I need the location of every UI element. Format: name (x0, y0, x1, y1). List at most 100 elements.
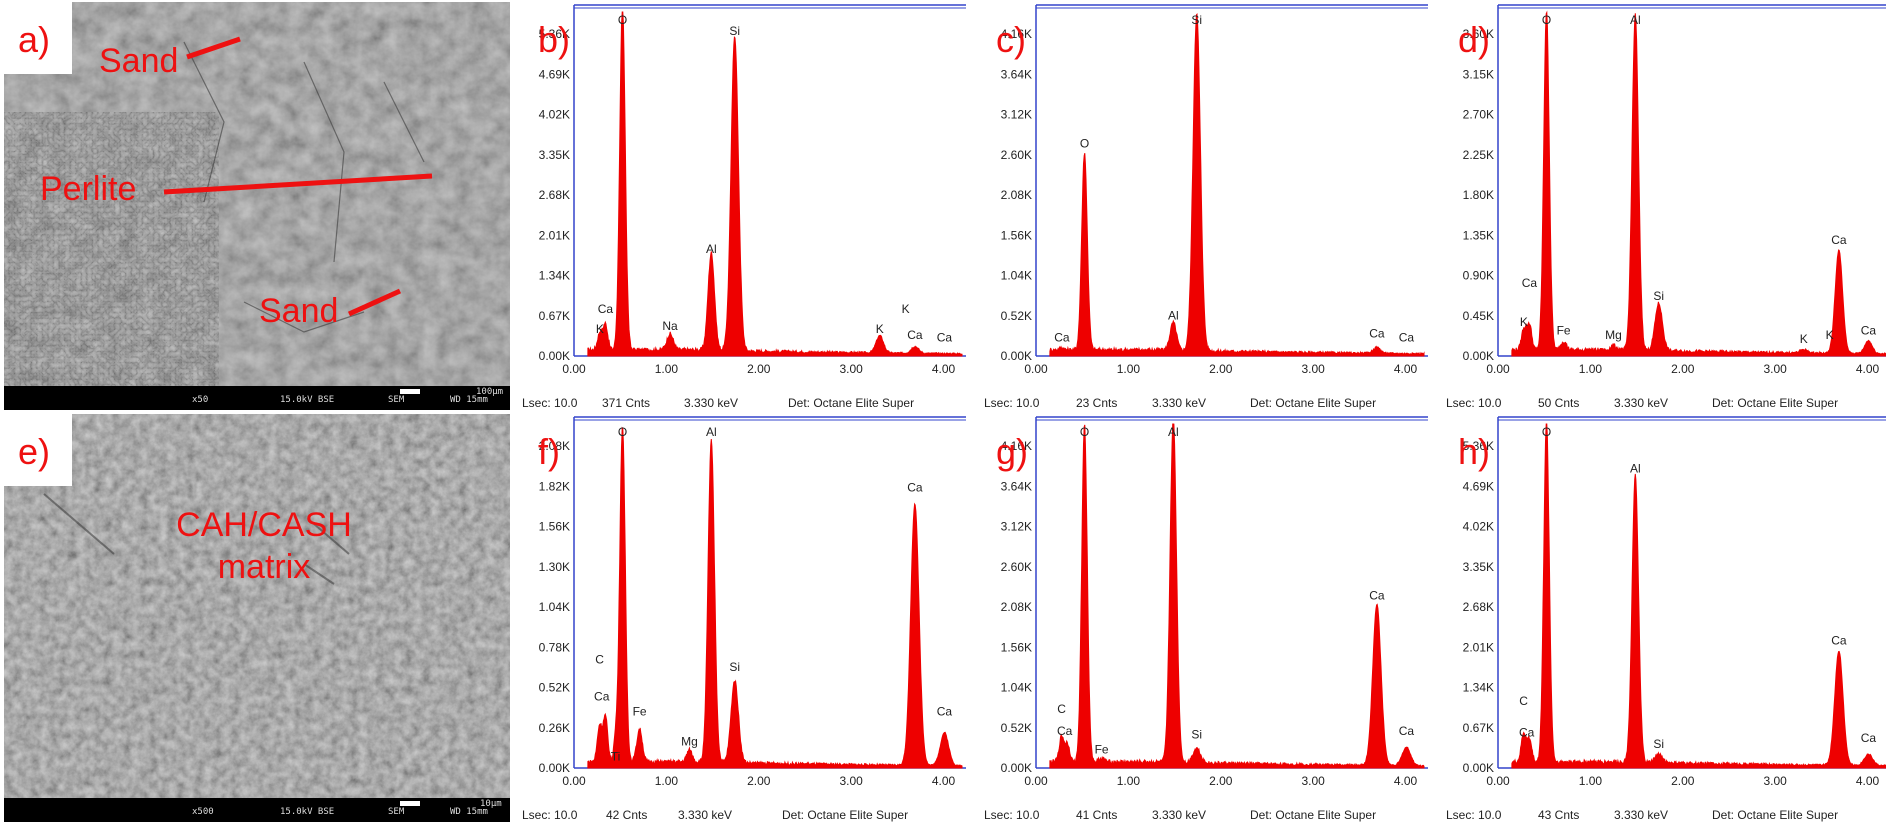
peak-label: O (618, 425, 627, 439)
y-tick-label: 0.00K (1463, 349, 1494, 363)
x-tick-label: 0.00 (1486, 362, 1510, 376)
peak-label: K (1520, 315, 1528, 329)
sem-image-a: a) Sand Perlite Sand x50 15.0kV BSE SEM … (4, 2, 510, 410)
x-tick-label: 4.00 (1394, 362, 1418, 376)
x-tick-label: 2.00 (747, 774, 771, 788)
y-tick-label: 2.68K (539, 188, 570, 202)
peak-label: Si (729, 660, 740, 674)
spectrum-footer-h: Lsec: 10.0 43 Cnts 3.330 keV Det: Octane… (1446, 806, 1886, 824)
peak-label: Si (1191, 728, 1202, 742)
sem-voltage: 15.0kV BSE (280, 395, 335, 405)
x-tick-label: 2.00 (1209, 362, 1233, 376)
sem-texture-a (4, 2, 510, 410)
peak-label: Fe (1095, 742, 1109, 756)
peak-label: C (1519, 694, 1528, 708)
spectrum-footer-b: Lsec: 10.0 371 Cnts 3.330 keV Det: Octan… (522, 394, 968, 412)
annotation-sand-2: Sand (259, 292, 339, 330)
peak-label: Ca (937, 331, 953, 345)
panel-label-c: c) (996, 19, 1026, 60)
y-tick-label: 2.08K (539, 439, 570, 453)
x-tick-label: 3.00 (839, 362, 863, 376)
sem-magnification: x500 (192, 807, 214, 817)
peak-label: Si (1653, 737, 1664, 751)
y-tick-label: 0.45K (1463, 309, 1494, 323)
sem-mode: SEM (388, 395, 405, 405)
peak-label: O (1542, 425, 1551, 439)
spectrum-footer-f: Lsec: 10.0 42 Cnts 3.330 keV Det: Octane… (522, 806, 968, 824)
footer-detector: Det: Octane Elite Super (782, 808, 909, 822)
footer-counts: 50 Cnts (1538, 396, 1580, 410)
y-tick-label: 3.15K (1463, 67, 1494, 81)
sem-scale-text: 100µm (476, 387, 504, 397)
y-tick-label: 1.56K (1001, 640, 1032, 654)
x-tick-label: 3.00 (1301, 362, 1325, 376)
y-tick-label: 0.00K (1001, 349, 1032, 363)
peak-label: Si (1653, 289, 1664, 303)
eds-spectrum-g: 0.00K 0.52K 1.04K 1.56K 2.08K 2.60K 3.12K 3.64K… (978, 412, 1428, 824)
footer-counts: 43 Cnts (1538, 808, 1580, 822)
footer-detector: Det: Octane Elite Super (788, 396, 915, 410)
y-tick-label: 3.64K (1001, 479, 1032, 493)
eds-spectrum-f: 0.00K 0.26K 0.52K 0.78K 1.04K 1.30K 1.56K 1.82K… (516, 412, 966, 824)
peak-label: Ca (1054, 330, 1070, 344)
x-tick-label: 4.00 (1394, 774, 1418, 788)
y-tick-label: 1.34K (1463, 681, 1494, 695)
eds-spectrum-b: 0.00K 0.67K 1.34K 2.01K 2.68K 3.35K 4.02K 4.69K… (516, 0, 966, 412)
peak-label: Ca (598, 302, 614, 316)
peak-label: Ti (611, 750, 621, 764)
peak-label: O (1080, 425, 1089, 439)
sem-magnification: x50 (192, 395, 209, 405)
peak-label: Si (1191, 13, 1202, 27)
footer-lsec: Lsec: 10.0 (522, 808, 578, 822)
peak-label: Ca (1369, 327, 1385, 341)
peak-label: Al (706, 425, 717, 439)
peak-label: Ca (1399, 724, 1415, 738)
x-tick-label: 3.00 (1301, 774, 1325, 788)
footer-kev: 3.330 keV (678, 808, 733, 822)
peak-label: Ca (907, 480, 923, 494)
footer-detector: Det: Octane Elite Super (1712, 396, 1839, 410)
y-tick-label: 1.30K (539, 560, 570, 574)
footer-lsec: Lsec: 10.0 (1446, 396, 1502, 410)
x-tick-label: 0.00 (1024, 362, 1048, 376)
y-tick-label: 1.56K (539, 520, 570, 534)
annotation-cah-cash: CAH/CASH (176, 506, 352, 544)
annotation-sand-1: Sand (99, 42, 179, 80)
peak-label: O (618, 13, 627, 27)
spectrum-footer-g: Lsec: 10.0 41 Cnts 3.330 keV Det: Octane… (984, 806, 1430, 824)
spectrum-plot-f: 0.00K 0.26K 0.52K 0.78K 1.04K 1.30K 1.56K 1.82K… (539, 416, 966, 788)
peak-label: Ca (1861, 324, 1877, 338)
x-tick-label: 3.00 (1763, 774, 1787, 788)
x-tick-label: 4.00 (932, 774, 956, 788)
x-tick-label: 2.00 (1209, 774, 1233, 788)
spectrum-plot-d: 0.00K0.45K0.90K1.35K1.80K2.25K2.70K3.15K… (1463, 4, 1886, 376)
peak-label: K (902, 302, 910, 316)
eds-spectrum-h: 0.00K 0.67K 1.34K 2.01K 2.68K 3.35K 4.02K 4.69K… (1440, 412, 1886, 824)
sem-working-distance: WD 15mm (450, 395, 488, 405)
sem-scale-bar (400, 389, 420, 394)
peak-label: K (1826, 328, 1834, 342)
y-tick-label: 1.04K (1001, 681, 1032, 695)
x-tick-label: 1.00 (1117, 774, 1141, 788)
y-tick-label: 1.80K (1463, 188, 1494, 202)
peak-label: Ca (1057, 724, 1073, 738)
footer-counts: 42 Cnts (606, 808, 648, 822)
x-tick-label: 3.00 (1763, 362, 1787, 376)
spectrum-footer-c: Lsec: 10.0 23 Cnts 3.330 keV Det: Octane… (984, 394, 1430, 412)
spectrum-footer-d: Lsec: 10.0 50 Cnts 3.330 keV Det: Octane… (1446, 394, 1886, 412)
peak-label: Ca (1399, 330, 1415, 344)
footer-counts: 371 Cnts (602, 396, 651, 410)
peak-label: Ca (1831, 634, 1847, 648)
y-tick-label: 2.25K (1463, 148, 1494, 162)
peak-label: K (876, 322, 884, 336)
x-tick-label: 4.00 (1856, 774, 1880, 788)
sem-scale-bar (400, 801, 420, 806)
y-tick-label: 5.36K (539, 27, 570, 41)
panel-label-a: a) (18, 19, 51, 60)
peak-label: Al (1630, 13, 1641, 27)
peak-label: O (1080, 136, 1089, 150)
spectrum-area (1049, 423, 1425, 769)
x-tick-label: 2.00 (1671, 362, 1695, 376)
x-tick-label: 1.00 (1117, 362, 1141, 376)
spectrum-plot-h: 0.00K 0.67K 1.34K 2.01K 2.68K 3.35K 4.02K 4.69K… (1463, 416, 1886, 788)
